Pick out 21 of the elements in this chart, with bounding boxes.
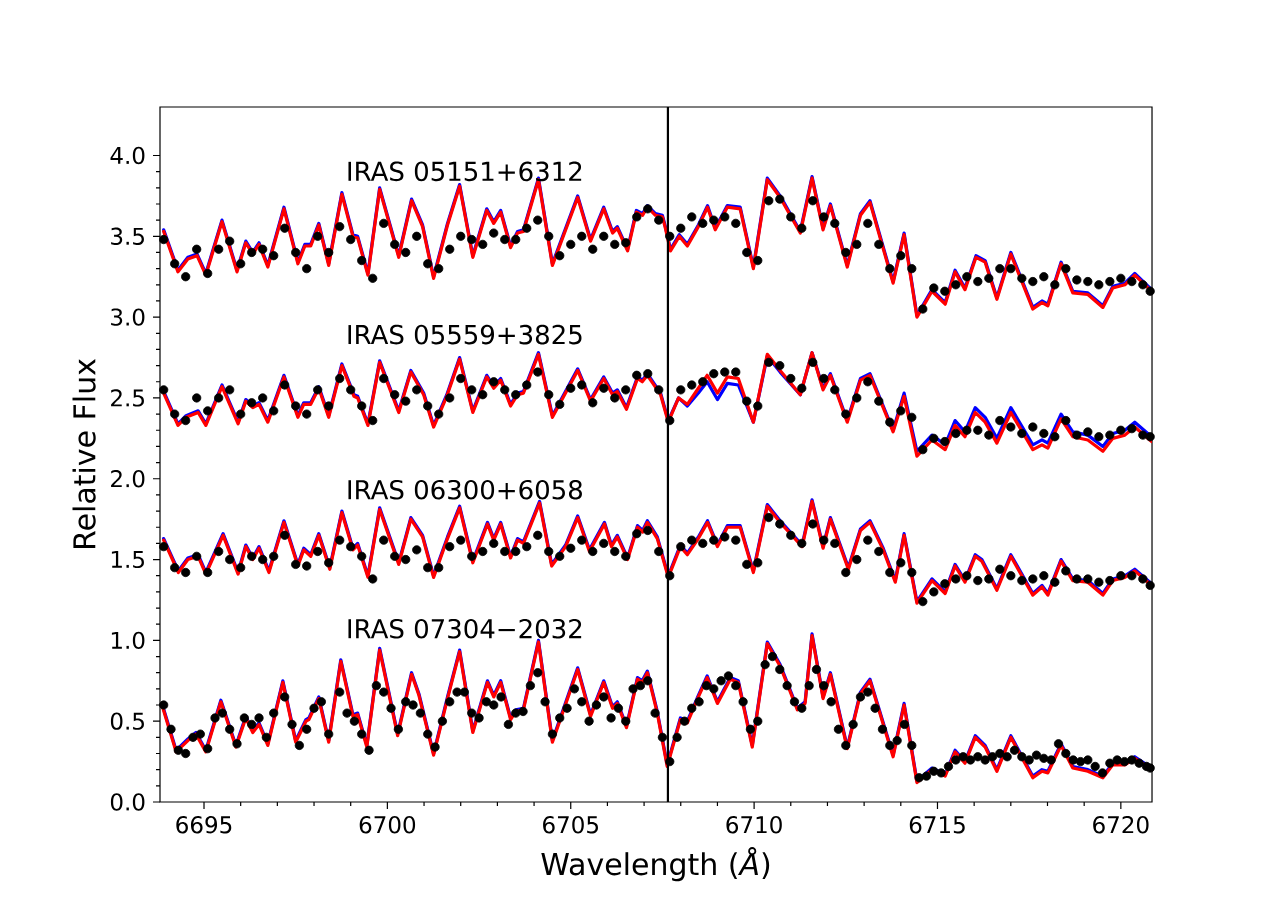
x-axis-title: Wavelength (Å) xyxy=(541,847,770,882)
series-label: IRAS 07304−2032 xyxy=(348,618,582,639)
x-tick-label: 6695 xyxy=(176,816,232,834)
y-tick-label: 2.0 xyxy=(111,470,145,488)
y-tick-label: 2.5 xyxy=(111,389,144,407)
y-tick-label: 3.5 xyxy=(111,227,144,245)
y-tick-label: 0.5 xyxy=(110,712,144,730)
series-label: IRAS 05559+3825 xyxy=(348,324,582,345)
y-tick-label: 0.0 xyxy=(110,793,145,811)
series-label: IRAS 05151+6312 xyxy=(348,161,582,182)
y-axis-title: Relative Flux xyxy=(72,359,96,548)
x-tick-label: 6705 xyxy=(543,816,598,834)
x-tick-label: 6700 xyxy=(359,816,416,834)
y-tick-label: 1.0 xyxy=(111,631,145,650)
y-tick-label: 4.0 xyxy=(110,146,145,165)
y-tick-label: 1.5 xyxy=(111,551,144,569)
x-tick-label: 6710 xyxy=(726,816,782,834)
series-label: IRAS 06300+6058 xyxy=(348,479,582,500)
x-tick-label: 6720 xyxy=(1093,816,1149,834)
x-tick-label: 6715 xyxy=(909,816,965,834)
y-tick-label: 3.0 xyxy=(111,308,145,326)
